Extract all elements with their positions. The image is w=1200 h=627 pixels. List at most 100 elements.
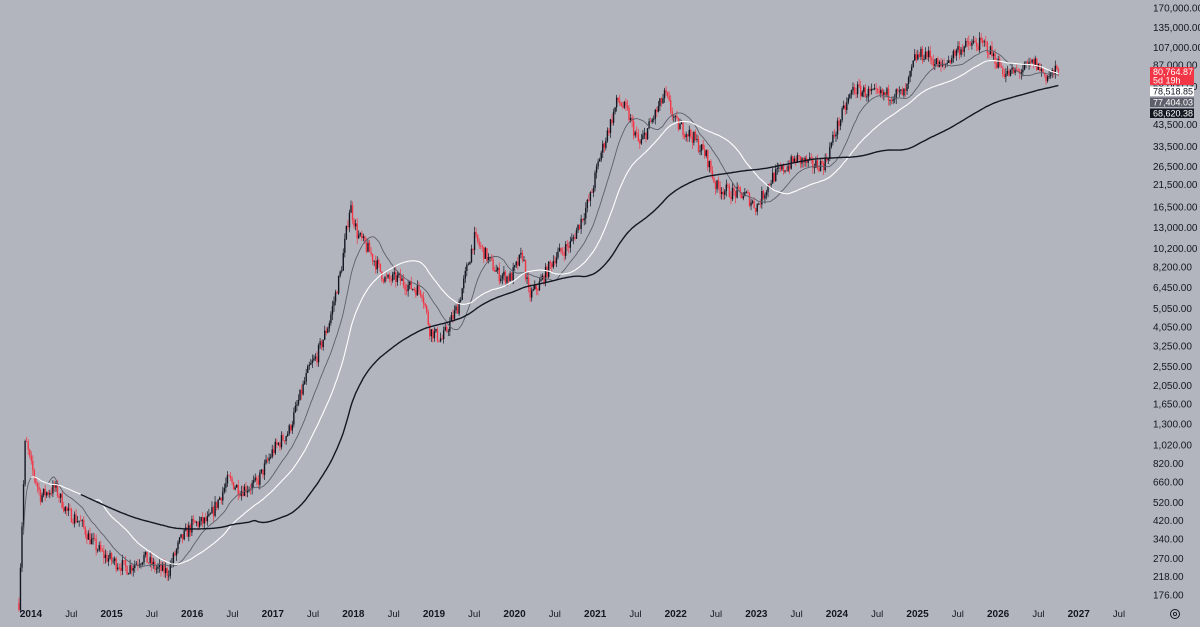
candle-body <box>725 184 728 192</box>
price-tick-label: 107,000.00 <box>1153 43 1200 54</box>
candle-body <box>1032 59 1035 66</box>
candle-body <box>649 121 652 123</box>
candle-body <box>924 51 927 60</box>
price-tick-label: 520.00 <box>1153 498 1184 509</box>
candle-body <box>595 166 598 173</box>
candle-body <box>375 260 377 270</box>
price-tick-label: 33,500.00 <box>1153 142 1198 153</box>
candle-body <box>53 483 56 488</box>
candle-body <box>883 92 885 95</box>
candle-body <box>1029 61 1032 63</box>
candle-body <box>1019 70 1021 74</box>
candle-body <box>810 157 812 159</box>
candle-body <box>1006 70 1009 74</box>
candle-body <box>283 440 286 442</box>
gear-icon[interactable] <box>1170 609 1180 619</box>
candle-body <box>1005 73 1007 77</box>
candle-body <box>198 521 201 527</box>
candle-body <box>257 480 260 485</box>
candle-body <box>296 404 298 406</box>
candle-body <box>126 566 128 575</box>
candle-body <box>523 259 525 261</box>
candle-body <box>978 37 981 50</box>
candle-body <box>359 233 361 235</box>
candle-body <box>385 277 388 278</box>
candle-body <box>391 274 394 281</box>
candle-body <box>606 130 609 141</box>
candle-body <box>342 252 344 271</box>
candle-body <box>353 219 355 227</box>
candle-body <box>884 92 887 95</box>
candle-body <box>50 492 53 494</box>
candle-body <box>455 306 457 311</box>
candle-body <box>668 95 670 101</box>
candle-body <box>351 205 354 220</box>
price-tick-label: 270.00 <box>1153 554 1184 565</box>
candle-body <box>1023 63 1026 70</box>
candle-body <box>657 106 660 112</box>
candle-body <box>951 58 953 63</box>
candle-body <box>776 168 778 170</box>
candle-body <box>252 480 255 483</box>
candle-body <box>646 128 649 140</box>
candle-body <box>994 53 996 64</box>
candle-body <box>847 98 850 103</box>
candle-body <box>514 265 516 268</box>
candle-body <box>101 550 104 552</box>
candle-body <box>518 254 521 266</box>
candle-body <box>889 99 891 101</box>
price-tick-label: 5,050.00 <box>1153 304 1192 315</box>
candle-body <box>832 134 834 143</box>
candle-body <box>339 271 341 276</box>
candle-body <box>864 87 867 98</box>
candle-body <box>839 120 842 126</box>
candle-body <box>118 567 121 569</box>
candle-body <box>836 120 839 135</box>
candle-body <box>642 135 644 140</box>
candle-body <box>345 225 348 239</box>
candle-body <box>487 256 490 261</box>
candle-body <box>358 234 360 239</box>
candle-body <box>32 460 34 471</box>
candle-body <box>254 477 256 481</box>
candle-body <box>273 449 275 454</box>
candle-body <box>38 486 40 491</box>
candle-body <box>714 182 717 190</box>
candle-body <box>509 273 511 281</box>
candle-body <box>700 144 703 151</box>
candle-body <box>711 170 714 178</box>
candle-body <box>492 258 494 271</box>
candle-body <box>319 341 321 346</box>
time-tick-label: Jul <box>791 609 803 620</box>
candle-body <box>393 272 395 275</box>
price-axis[interactable]: 176.00 218.00 270.00 340.00 420.00 520.00 660.… <box>1153 4 1200 602</box>
price-tick-label: 2,050.00 <box>1153 381 1192 392</box>
time-axis[interactable]: 2014 Jul 2015 Jul 2016 Jul 2017 Jul 2018 Jul 2019 J… <box>20 609 1125 620</box>
candle-body <box>782 165 785 172</box>
candle-body <box>1036 58 1038 70</box>
candle-body <box>526 277 528 280</box>
candle-body <box>949 60 951 63</box>
price-tick-label: 21,500.00 <box>1153 180 1198 191</box>
candle-body <box>906 83 908 91</box>
candle-body <box>263 463 266 475</box>
price-tick-label: 8,200.00 <box>1153 262 1192 273</box>
candle-body <box>1017 69 1019 71</box>
candle-body <box>710 161 712 171</box>
candle-body <box>18 603 20 610</box>
candle-body <box>876 88 879 92</box>
candle-body <box>463 278 465 289</box>
candle-body <box>395 272 397 282</box>
candle-body <box>259 472 261 485</box>
candle-body <box>549 261 551 264</box>
candle-body <box>117 567 119 570</box>
candle-body <box>166 568 168 576</box>
candle-body <box>985 41 987 43</box>
candle-body <box>730 197 732 200</box>
candle-body <box>237 484 239 496</box>
candle-body <box>826 158 828 161</box>
candle-body <box>251 482 253 490</box>
candle-body <box>461 288 463 300</box>
